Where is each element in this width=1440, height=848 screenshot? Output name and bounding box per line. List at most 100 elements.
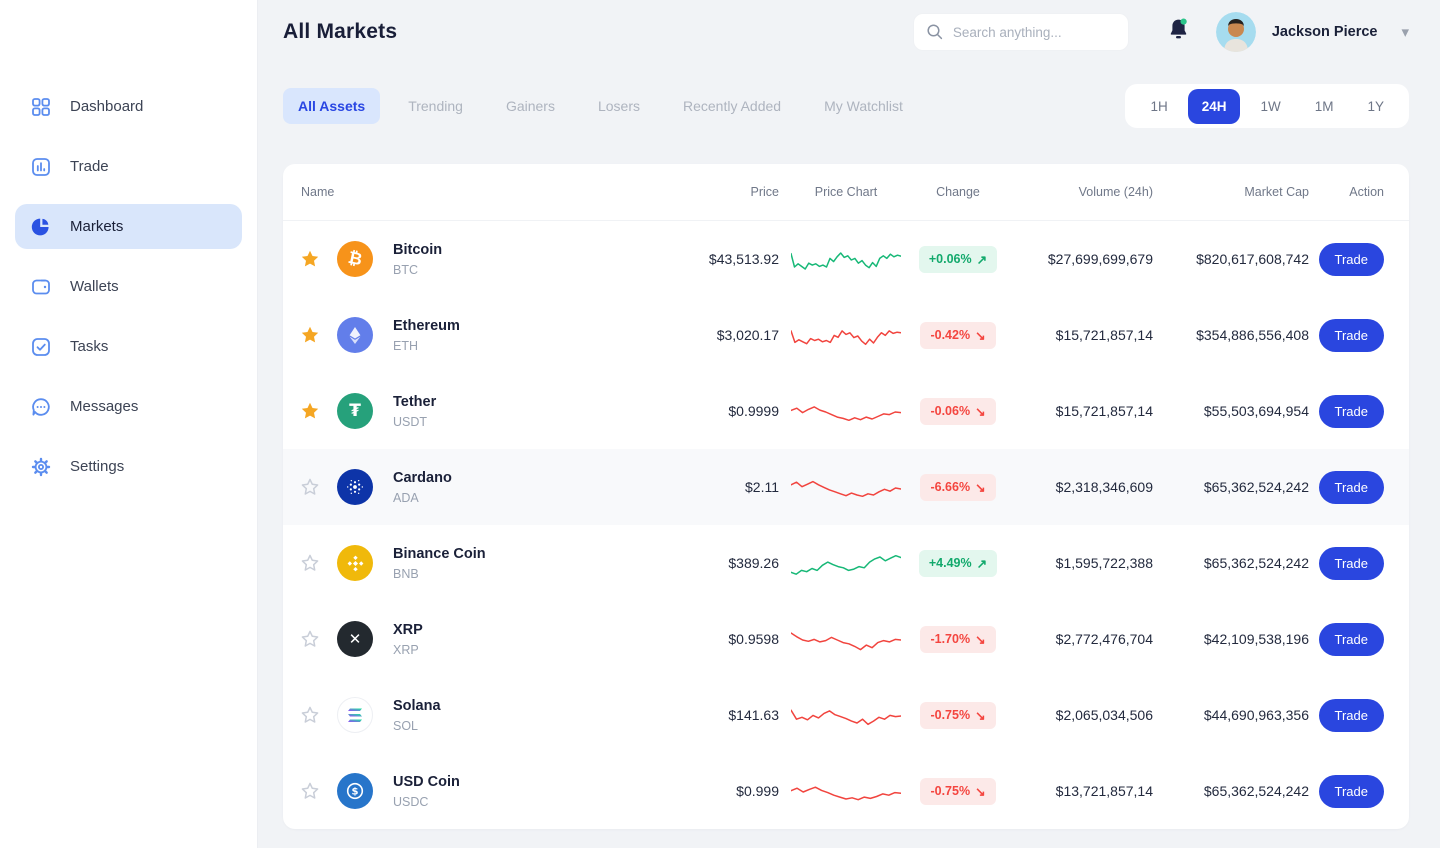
tab-gainers[interactable]: Gainers <box>505 98 555 114</box>
table-row-usdc[interactable]: $ USD Coin USDC $0.999 -0.75% ↘ $13,721,857,14… <box>283 753 1409 829</box>
bitcoin-coin-icon: ₿ <box>337 241 373 277</box>
favorite-star-outline-icon[interactable] <box>283 781 327 801</box>
favorite-star-outline-icon[interactable] <box>283 629 327 649</box>
messages-bubble-icon <box>30 396 52 418</box>
table-row-xrp[interactable]: ✕ XRP XRP $0.9598 -1.70% ↘ $2,772,476,704 $42,1… <box>283 601 1409 677</box>
change-badge: -0.06% ↘ <box>920 397 996 425</box>
time-filter-1y[interactable]: 1Y <box>1367 98 1384 114</box>
trade-button[interactable]: Trade <box>1318 470 1384 504</box>
change-value: -0.75% <box>930 708 971 722</box>
cardano-coin-icon <box>337 469 373 505</box>
sidebar-item-label: Dashboard <box>70 98 144 115</box>
table-row-usdt[interactable]: ₮ Tether USDT $0.9999 -0.06% ↘ $15,721,857,14 $… <box>283 373 1409 449</box>
coin-name-cell: Solana SOL <box>383 698 563 733</box>
change-badge: -0.42% ↘ <box>920 321 996 349</box>
favorite-star-icon[interactable] <box>283 249 327 269</box>
notification-bell[interactable] <box>1167 17 1190 47</box>
chevron-down-icon[interactable]: ▾ <box>1401 24 1409 41</box>
time-filter-1w[interactable]: 1W <box>1260 98 1281 114</box>
price-sparkline-chart <box>779 240 913 278</box>
coin-symbol: SOL <box>393 718 419 733</box>
time-filter-24h[interactable]: 24H <box>1187 88 1241 124</box>
favorite-star-icon[interactable] <box>283 401 327 421</box>
trade-button[interactable]: Trade <box>1318 622 1384 656</box>
sidebar-item-tasks[interactable]: Tasks <box>15 324 242 369</box>
sidebar-item-trade[interactable]: Trade <box>15 144 242 189</box>
avatar[interactable] <box>1215 12 1256 52</box>
column-header-market-cap: Market Cap <box>1244 185 1309 199</box>
sidebar-item-messages[interactable]: Messages <box>15 384 242 429</box>
price-sparkline-chart <box>779 544 913 582</box>
sidebar-item-wallets[interactable]: Wallets <box>15 264 242 309</box>
coin-name: Solana <box>393 697 441 714</box>
column-header-price: Price <box>750 185 779 199</box>
price-sparkline-chart <box>779 772 913 810</box>
sidebar-item-label: Trade <box>70 158 109 175</box>
favorite-star-outline-icon[interactable] <box>283 477 327 497</box>
dashboard-grid-icon <box>30 96 52 118</box>
arrow-up-right-icon: ↗ <box>976 252 988 267</box>
tab-losers[interactable]: Losers <box>597 98 640 114</box>
table-row-ada[interactable]: Cardano ADA $2.11 -6.66% ↘ $2,318,346,609 $65,… <box>283 449 1409 525</box>
change-value: -0.75% <box>930 784 971 798</box>
tab-recently-added[interactable]: Recently Added <box>683 98 782 114</box>
time-filter-1m[interactable]: 1M <box>1314 98 1334 114</box>
user-name: Jackson Pierce <box>1271 24 1378 40</box>
coin-name-cell: Ethereum ETH <box>383 318 563 353</box>
sidebar-item-settings[interactable]: Settings <box>15 444 242 489</box>
coin-market-cap: $65,362,524,242 <box>1203 555 1309 571</box>
trade-button[interactable]: Trade <box>1318 546 1384 580</box>
coin-market-cap: $65,362,524,242 <box>1203 783 1309 799</box>
favorite-star-outline-icon[interactable] <box>283 553 327 573</box>
coin-market-cap: $820,617,608,742 <box>1196 251 1309 267</box>
sidebar: Dashboard Trade Markets Wallets Tasks Message… <box>0 0 258 848</box>
settings-gear-icon <box>30 456 52 478</box>
table-body: ₿ Bitcoin BTC $43,513.92 +0.06% ↗ $27,699,699,… <box>283 221 1409 829</box>
table-row-bnb[interactable]: Binance Coin BNB $389.26 +4.49% ↗ $1,595,722,… <box>283 525 1409 601</box>
solana-coin-icon <box>337 697 373 733</box>
change-value: -0.42% <box>930 328 971 342</box>
price-sparkline-chart <box>779 392 913 430</box>
wallet-icon <box>30 276 52 298</box>
sidebar-nav: Dashboard Trade Markets Wallets Tasks Message… <box>0 84 257 489</box>
table-row-eth[interactable]: Ethereum ETH $3,020.17 -0.42% ↘ $15,721,857,1… <box>283 297 1409 373</box>
trade-button[interactable]: Trade <box>1318 394 1384 428</box>
search-box[interactable] <box>912 13 1129 51</box>
coin-volume: $1,595,722,388 <box>1055 555 1153 571</box>
tether-coin-icon: ₮ <box>337 393 373 429</box>
favorite-star-icon[interactable] <box>283 325 327 345</box>
coin-market-cap: $44,690,963,356 <box>1203 707 1309 723</box>
sidebar-item-markets[interactable]: Markets <box>15 204 242 249</box>
sidebar-item-dashboard[interactable]: Dashboard <box>15 84 242 129</box>
binance-coin-coin-icon <box>337 545 373 581</box>
coin-name: Binance Coin <box>393 545 486 562</box>
search-input[interactable] <box>952 24 1116 40</box>
ethereum-coin-icon <box>337 317 373 353</box>
time-filter-1h[interactable]: 1H <box>1150 98 1168 114</box>
table-row-sol[interactable]: Solana SOL $141.63 -0.75% ↘ $2,065,034,506 $44… <box>283 677 1409 753</box>
coin-name-cell: USD Coin USDC <box>383 774 563 809</box>
coin-price: $0.9598 <box>728 631 779 647</box>
trade-button[interactable]: Trade <box>1318 318 1384 352</box>
coin-price: $389.26 <box>728 555 779 571</box>
change-value: +4.49% <box>928 556 972 570</box>
tab-my-watchlist[interactable]: My Watchlist <box>824 98 903 114</box>
coin-symbol: ADA <box>393 490 419 505</box>
tab-trending[interactable]: Trending <box>408 98 463 114</box>
trade-button[interactable]: Trade <box>1318 242 1384 276</box>
coin-name: Tether <box>393 393 437 410</box>
coin-symbol: USDC <box>393 794 429 809</box>
trade-button[interactable]: Trade <box>1318 774 1384 808</box>
coin-volume: $2,772,476,704 <box>1055 631 1153 647</box>
coin-symbol: BNB <box>393 566 419 581</box>
favorite-star-outline-icon[interactable] <box>283 705 327 725</box>
change-value: +0.06% <box>928 252 972 266</box>
main-content: All Markets <box>258 0 1440 848</box>
tab-all-assets[interactable]: All Assets <box>283 88 381 124</box>
coin-volume: $15,721,857,14 <box>1055 403 1153 419</box>
trade-button[interactable]: Trade <box>1318 698 1384 732</box>
coin-volume: $2,065,034,506 <box>1055 707 1153 723</box>
table-row-btc[interactable]: ₿ Bitcoin BTC $43,513.92 +0.06% ↗ $27,699,699,… <box>283 221 1409 297</box>
coin-volume: $13,721,857,14 <box>1055 783 1153 799</box>
